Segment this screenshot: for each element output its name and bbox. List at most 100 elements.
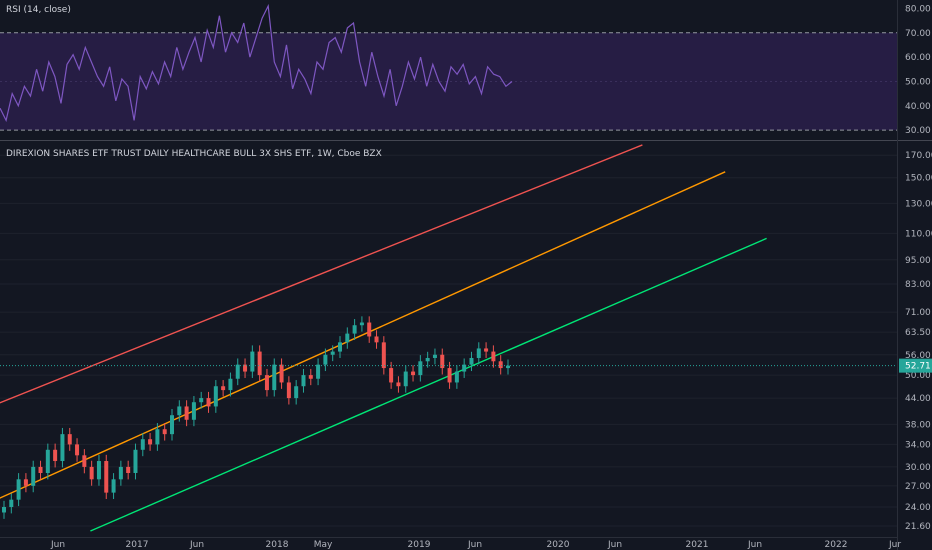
candle-body (228, 378, 233, 391)
candle-body (155, 429, 160, 445)
candlestick-series (2, 316, 510, 519)
candle-body (243, 364, 248, 372)
candle-body (67, 434, 72, 445)
channel-line-upper (0, 144, 643, 404)
time-tick-label: 2021 (686, 540, 709, 550)
price-tick-label: 63.50 (905, 328, 931, 338)
candle-body (338, 342, 342, 352)
candle-body (82, 455, 87, 467)
price-tick-label: 50.00 (905, 371, 931, 381)
candle-body (286, 382, 291, 399)
price-tick-label: 170.00 (905, 151, 932, 161)
candle-body (250, 351, 255, 372)
rsi-tick-label: 80.00 (905, 4, 931, 14)
candle-body (476, 348, 481, 358)
candle-body (221, 386, 226, 391)
candle-body (96, 461, 101, 480)
price-tick-label: 130.00 (905, 199, 932, 209)
price-gridlines (0, 154, 897, 527)
price-tick-label: 30.00 (905, 463, 931, 473)
time-tick-label: 2019 (408, 540, 431, 550)
price-tick-label: 150.00 (905, 174, 932, 184)
candle-body (272, 364, 277, 391)
rsi-tick-label: 30.00 (905, 126, 931, 136)
candle-body (53, 449, 58, 462)
candle-body (199, 398, 204, 403)
time-tick-label: Jun (747, 540, 762, 550)
candle-body (506, 365, 510, 369)
price-tick-label: 27.00 (905, 482, 931, 492)
candle-body (191, 402, 196, 420)
time-tick-label: Jun (50, 540, 65, 550)
candle-body (381, 342, 386, 369)
price-tick-label: 21.60 (905, 522, 931, 532)
candle-body (484, 348, 489, 352)
last-price-badge: 52.71 (899, 358, 932, 373)
candle-body (454, 371, 459, 383)
channel-line-middle (0, 171, 726, 499)
price-tick-label: 38.00 (905, 420, 931, 430)
time-tick-label: Jur (888, 540, 901, 550)
candle-body (257, 351, 262, 376)
rsi-tick-label: 50.00 (905, 77, 931, 87)
price-tick-label: 83.00 (905, 280, 931, 290)
candle-body (170, 415, 174, 435)
rsi-series-line (0, 3, 513, 123)
candle-body (23, 479, 28, 486)
candle-body (184, 406, 189, 420)
candle-body (111, 479, 116, 493)
candle-body (447, 368, 452, 383)
rsi-tick-label: 60.00 (905, 53, 931, 63)
candle-body (330, 351, 335, 355)
rsi-tick-label: 40.00 (905, 102, 931, 112)
candle-body (389, 368, 394, 383)
candle-body (162, 429, 167, 435)
candle-body (38, 466, 43, 473)
candle-body (498, 361, 503, 369)
candle-body (60, 434, 65, 462)
candle-body (396, 382, 401, 387)
candle-body (425, 357, 430, 362)
rsi-title: RSI (14, close) (6, 5, 71, 15)
price-tick-label: 44.00 (905, 394, 931, 404)
price-tick-label: 56.00 (905, 351, 931, 361)
candle-body (177, 406, 182, 416)
candle-body (31, 466, 36, 486)
candle-body (308, 375, 313, 379)
candle-body (104, 461, 109, 493)
candle-body (45, 449, 50, 473)
candle-body (374, 336, 379, 343)
price-tick-label: 110.00 (905, 229, 932, 239)
price-tick-label: 24.00 (905, 503, 931, 513)
candle-body (148, 439, 153, 445)
candle-body (440, 354, 445, 369)
candle-body (16, 479, 21, 500)
candle-body (301, 375, 306, 387)
candle-body (264, 375, 269, 391)
time-axis-ticks: Jun 2017 Jun 2018 May 2019 Jun 2020 Jun 2021 Jun 20… (50, 540, 901, 550)
regression-channel (0, 144, 767, 532)
time-tick-label: 2017 (126, 540, 149, 550)
candle-body (89, 466, 94, 480)
time-tick-label: 2020 (547, 540, 570, 550)
candle-body (279, 364, 284, 383)
time-tick-label: May (314, 540, 333, 550)
price-title: DIREXION SHARES ETF TRUST DAILY HEALTHCA… (6, 149, 382, 159)
candle-body (133, 449, 138, 473)
price-axis-ticks: 170.00 150.00 130.00 110.00 95.00 83.00 71.00 6… (905, 151, 932, 532)
candle-body (206, 398, 211, 407)
candle-body (9, 499, 14, 508)
price-tick-label: 95.00 (905, 256, 931, 266)
candle-body (403, 371, 408, 387)
candle-body (432, 354, 437, 358)
candle-body (418, 361, 423, 376)
candle-body (367, 322, 372, 337)
candle-body (491, 351, 496, 362)
time-tick-label: 2022 (825, 540, 848, 550)
time-tick-label: 2018 (266, 540, 289, 550)
candle-body (294, 386, 299, 399)
candle-body (359, 322, 364, 326)
time-tick-label: Jun (467, 540, 482, 550)
candle-body (140, 439, 145, 450)
candle-body (411, 371, 416, 376)
